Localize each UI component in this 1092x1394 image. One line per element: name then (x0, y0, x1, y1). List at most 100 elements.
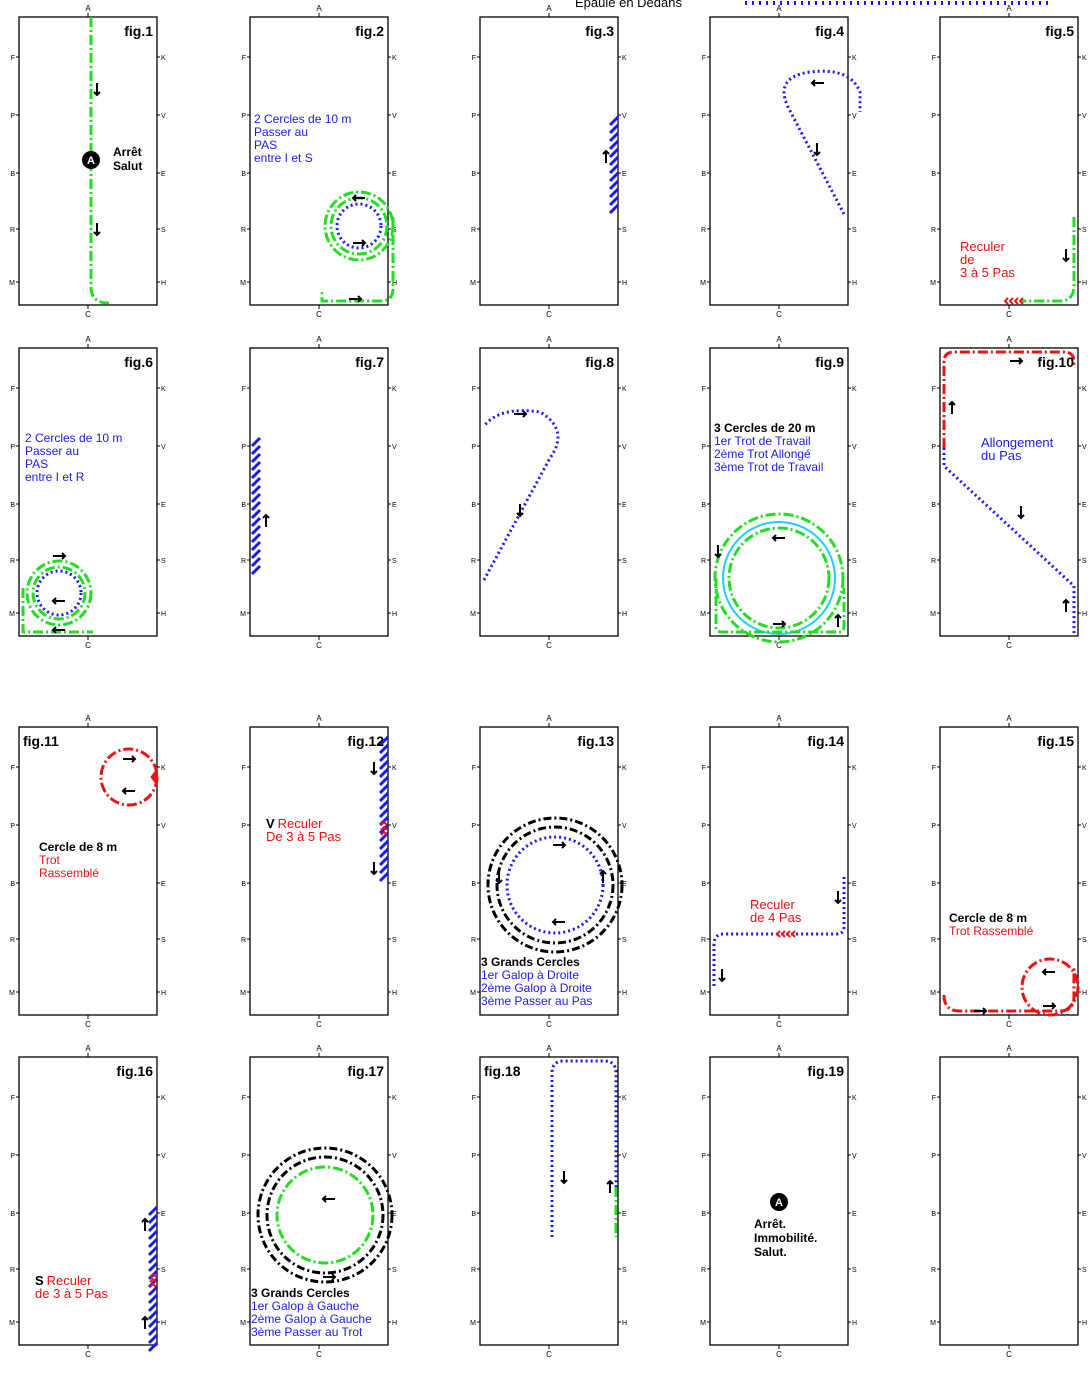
annotation-text: 2ème Trot Allongé (714, 447, 811, 461)
arena-letter-bottom: C (546, 310, 552, 319)
halt-marker-letter: A (87, 155, 95, 167)
figure-label: fig.9 (815, 354, 844, 370)
direction-arrow-up (262, 513, 270, 527)
hatch-stroke (608, 123, 620, 135)
arena-letter-right: S (161, 1267, 166, 1274)
rein-back-chevron (1018, 297, 1024, 305)
arena-letter-right: E (161, 502, 166, 509)
arena-letter-left: B (931, 502, 936, 509)
arena-letter-right: K (852, 386, 857, 393)
track-green (714, 578, 846, 634)
arena-letter-left: M (240, 611, 246, 618)
hatch-stroke (378, 743, 390, 755)
arena-letter-top: A (776, 714, 782, 723)
direction-arrow-down (834, 891, 842, 905)
arena-letter-left: P (471, 444, 476, 451)
hatch-stroke (147, 1245, 159, 1257)
arena-letter-bottom: C (546, 641, 552, 650)
hatch-stroke (250, 460, 262, 472)
circle-green (275, 1165, 375, 1265)
rein-back-chevron (380, 830, 388, 836)
arena-letter-bottom: C (1006, 1020, 1012, 1029)
arena-letter-right: E (852, 502, 857, 509)
arena-letter-right: S (161, 227, 166, 234)
arena-letter-left: P (471, 1153, 476, 1160)
arena-letter-left: F (242, 386, 246, 393)
arena-letter-bottom: C (776, 641, 782, 650)
arena-letter-right: E (392, 1211, 397, 1218)
figure-label: fig.14 (807, 733, 844, 749)
direction-arrow-down (516, 504, 524, 518)
arena-letter-right: S (622, 937, 627, 944)
arena-border (709, 16, 849, 306)
circle-black (486, 816, 624, 954)
annotation-text: De 3 à 5 Pas (266, 829, 342, 844)
annotation-text: 3ème Passer au Trot (251, 1325, 363, 1339)
arena-letter-left: F (702, 765, 706, 772)
annotation-text: 3 Cercles de 20 m (714, 421, 815, 435)
arena-letter-right: V (622, 823, 627, 830)
annotation-text: entre I et R (25, 470, 85, 484)
annotation-text: Salut. (754, 1245, 787, 1259)
arena-letter-left: M (930, 1320, 936, 1327)
track-red (942, 967, 1076, 1013)
arena-letter-right: H (622, 1320, 627, 1327)
hatch-stroke (147, 1325, 159, 1337)
arena-letter-left: R (241, 937, 246, 944)
arena-letter-right: V (1082, 823, 1087, 830)
direction-arrow-down (1062, 249, 1070, 263)
hatch-stroke (250, 484, 262, 496)
arena-letter-left: B (931, 171, 936, 178)
arena-letter-top: A (546, 335, 552, 344)
arena-letter-left: F (932, 386, 936, 393)
arena-letter-top: A (546, 714, 552, 723)
rein-back-chevron (150, 768, 158, 786)
circle-green (713, 512, 845, 644)
arena-letter-right: V (852, 823, 857, 830)
arena-letter-right: H (392, 611, 397, 618)
figure-20: A C F K P V B E R S M H (930, 1044, 1087, 1359)
arena-letter-left: R (471, 558, 476, 565)
direction-arrow-left (1041, 968, 1055, 976)
arena-border (249, 347, 389, 637)
arena-letter-right: K (852, 1095, 857, 1102)
hatch-stroke (147, 1229, 159, 1241)
circle-red (99, 747, 159, 807)
annotation-text: de (960, 252, 974, 267)
direction-arrow-down (714, 545, 722, 559)
hatch-stroke (250, 476, 262, 488)
circle-blue (505, 835, 605, 935)
arena-letter-right: K (161, 55, 166, 62)
arena-letter-right: K (161, 1095, 166, 1102)
rein-back-chevron (149, 1277, 157, 1283)
arena-letter-right: H (392, 280, 397, 287)
arena-letter-left: R (931, 227, 936, 234)
direction-arrow-down (370, 762, 378, 776)
figure-label: fig.18 (484, 1063, 521, 1079)
direction-arrow-up (141, 1315, 149, 1329)
arena-letter-right: S (1082, 227, 1087, 234)
arena-letter-left: P (931, 113, 936, 120)
arena-letter-top: A (776, 1044, 782, 1053)
direction-arrow-right (1043, 1002, 1057, 1010)
arena-letter-right: H (392, 1320, 397, 1327)
annotation-text: 2ème Galop à Gauche (251, 1312, 372, 1326)
annotation-text: 3 Grands Cercles (251, 1286, 350, 1300)
circle-black (495, 825, 615, 945)
halt-marker-letter: A (775, 1197, 783, 1209)
arena-letter-left: P (241, 113, 246, 120)
arena-letter-right: K (622, 386, 627, 393)
arena-border (939, 1056, 1079, 1346)
arena-letter-left: R (241, 1267, 246, 1274)
hatch-stroke (147, 1317, 159, 1329)
arena-letter-left: P (931, 1153, 936, 1160)
arena-letter-bottom: C (546, 1020, 552, 1029)
arena-letter-left: B (701, 1211, 706, 1218)
annotation-text: PAS (254, 138, 277, 152)
